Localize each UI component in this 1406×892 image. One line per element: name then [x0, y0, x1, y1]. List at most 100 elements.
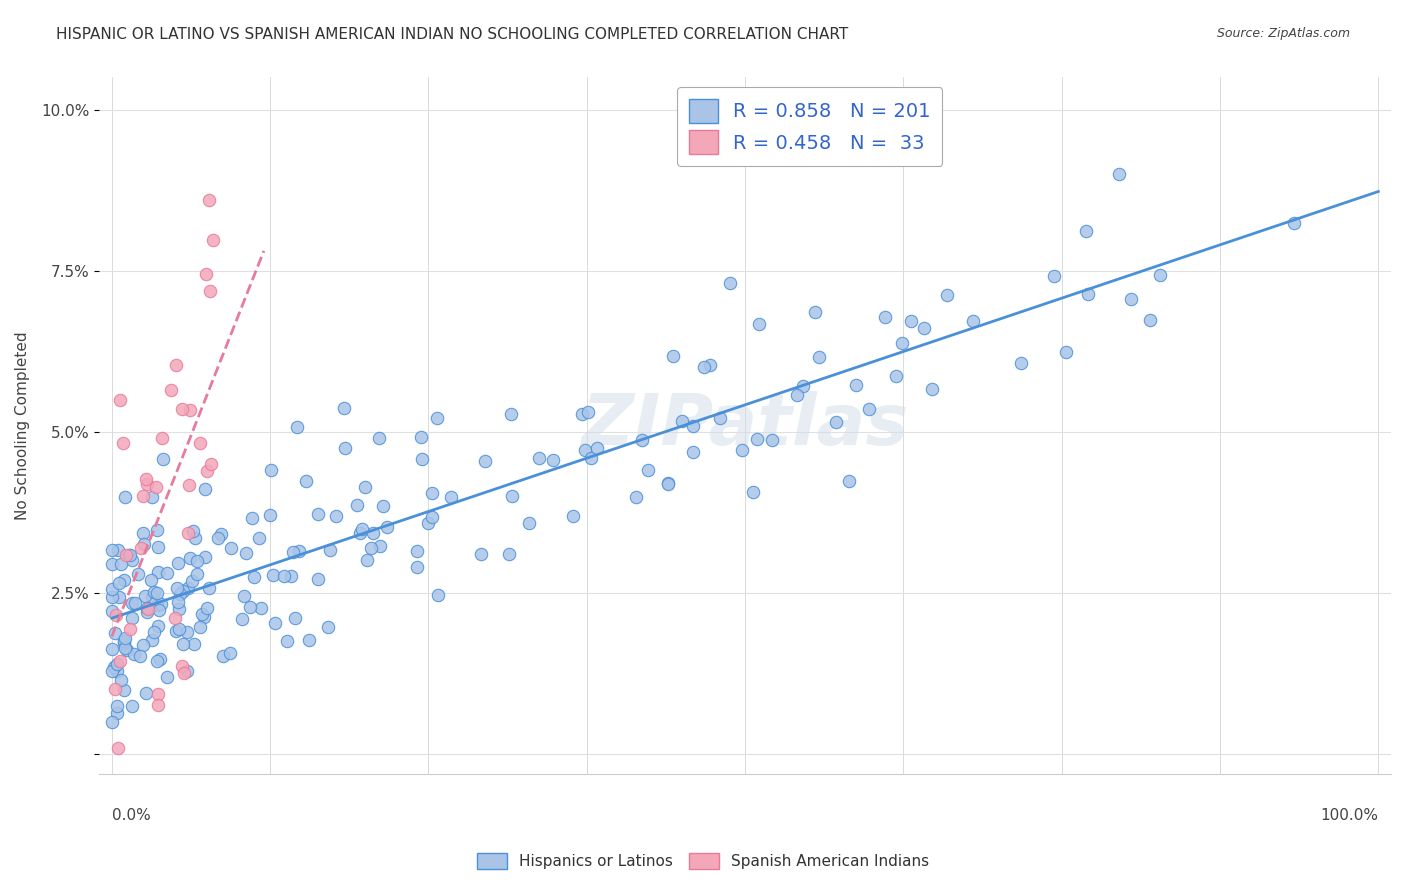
- Point: [361, 526, 384, 541]
- Point: [103, 660, 125, 674]
- Point: [900, 314, 922, 328]
- Point: [288, 544, 311, 558]
- Point: [167, 594, 190, 608]
- Point: [177, 478, 200, 492]
- Point: [332, 401, 354, 415]
- Point: [146, 687, 169, 701]
- Point: [748, 317, 770, 331]
- Point: [276, 634, 298, 648]
- Point: [318, 543, 340, 558]
- Point: [416, 516, 439, 530]
- Point: [858, 402, 880, 417]
- Point: [367, 432, 389, 446]
- Point: [160, 383, 183, 397]
- Point: [571, 407, 593, 421]
- Point: [439, 491, 461, 505]
- Point: [921, 382, 943, 396]
- Point: [209, 527, 232, 541]
- Point: [141, 632, 163, 647]
- Point: [838, 474, 860, 488]
- Point: [786, 388, 808, 402]
- Point: [181, 524, 204, 538]
- Point: [101, 557, 124, 571]
- Point: [121, 553, 143, 567]
- Point: [179, 403, 201, 417]
- Point: [219, 541, 242, 555]
- Point: [731, 443, 754, 458]
- Point: [104, 607, 127, 622]
- Point: [699, 359, 721, 373]
- Point: [108, 576, 131, 591]
- Point: [146, 585, 169, 599]
- Point: [409, 430, 432, 444]
- Point: [1108, 167, 1130, 181]
- Point: [167, 557, 190, 571]
- Point: [201, 233, 224, 247]
- Point: [165, 358, 187, 372]
- Point: [1139, 312, 1161, 326]
- Point: [183, 637, 205, 651]
- Point: [682, 419, 704, 434]
- Point: [295, 475, 318, 489]
- Point: [405, 560, 427, 574]
- Point: [173, 666, 195, 681]
- Point: [134, 589, 156, 603]
- Point: [152, 452, 174, 467]
- Point: [200, 457, 222, 471]
- Point: [845, 378, 868, 392]
- Point: [176, 665, 198, 679]
- Point: [353, 480, 375, 494]
- Point: [1010, 356, 1032, 370]
- Point: [576, 405, 599, 419]
- Point: [120, 549, 142, 563]
- Point: [166, 581, 188, 595]
- Point: [122, 647, 145, 661]
- Point: [104, 626, 127, 640]
- Point: [709, 411, 731, 425]
- Point: [346, 498, 368, 512]
- Point: [693, 360, 716, 375]
- Point: [108, 392, 131, 407]
- Point: [136, 601, 159, 615]
- Point: [177, 526, 200, 541]
- Point: [263, 615, 285, 630]
- Point: [1043, 269, 1066, 284]
- Point: [935, 287, 957, 301]
- Point: [112, 683, 135, 698]
- Point: [250, 600, 273, 615]
- Point: [121, 596, 143, 610]
- Point: [190, 620, 212, 634]
- Point: [298, 633, 321, 648]
- Point: [884, 368, 907, 383]
- Point: [360, 541, 382, 555]
- Point: [107, 542, 129, 557]
- Point: [156, 566, 179, 580]
- Point: [165, 624, 187, 638]
- Legend: R = 0.858   N = 201, R = 0.458   N =  33: R = 0.858 N = 201, R = 0.458 N = 33: [676, 87, 942, 166]
- Point: [170, 659, 193, 673]
- Point: [212, 648, 235, 663]
- Point: [172, 584, 194, 599]
- Point: [406, 543, 429, 558]
- Point: [167, 622, 190, 636]
- Point: [498, 547, 520, 561]
- Point: [170, 402, 193, 417]
- Point: [141, 490, 163, 504]
- Point: [114, 641, 136, 656]
- Point: [169, 602, 191, 616]
- Point: [132, 525, 155, 540]
- Point: [165, 611, 187, 625]
- Point: [127, 566, 149, 581]
- Point: [233, 589, 256, 603]
- Point: [146, 523, 169, 537]
- Point: [585, 442, 607, 456]
- Point: [129, 541, 152, 555]
- Point: [148, 565, 170, 579]
- Point: [273, 569, 295, 583]
- Point: [1054, 345, 1077, 359]
- Point: [101, 582, 124, 596]
- Point: [108, 654, 131, 668]
- Point: [239, 600, 262, 615]
- Text: HISPANIC OR LATINO VS SPANISH AMERICAN INDIAN NO SCHOOLING COMPLETED CORRELATION: HISPANIC OR LATINO VS SPANISH AMERICAN I…: [56, 27, 848, 42]
- Text: ZIPatlas: ZIPatlas: [582, 391, 908, 460]
